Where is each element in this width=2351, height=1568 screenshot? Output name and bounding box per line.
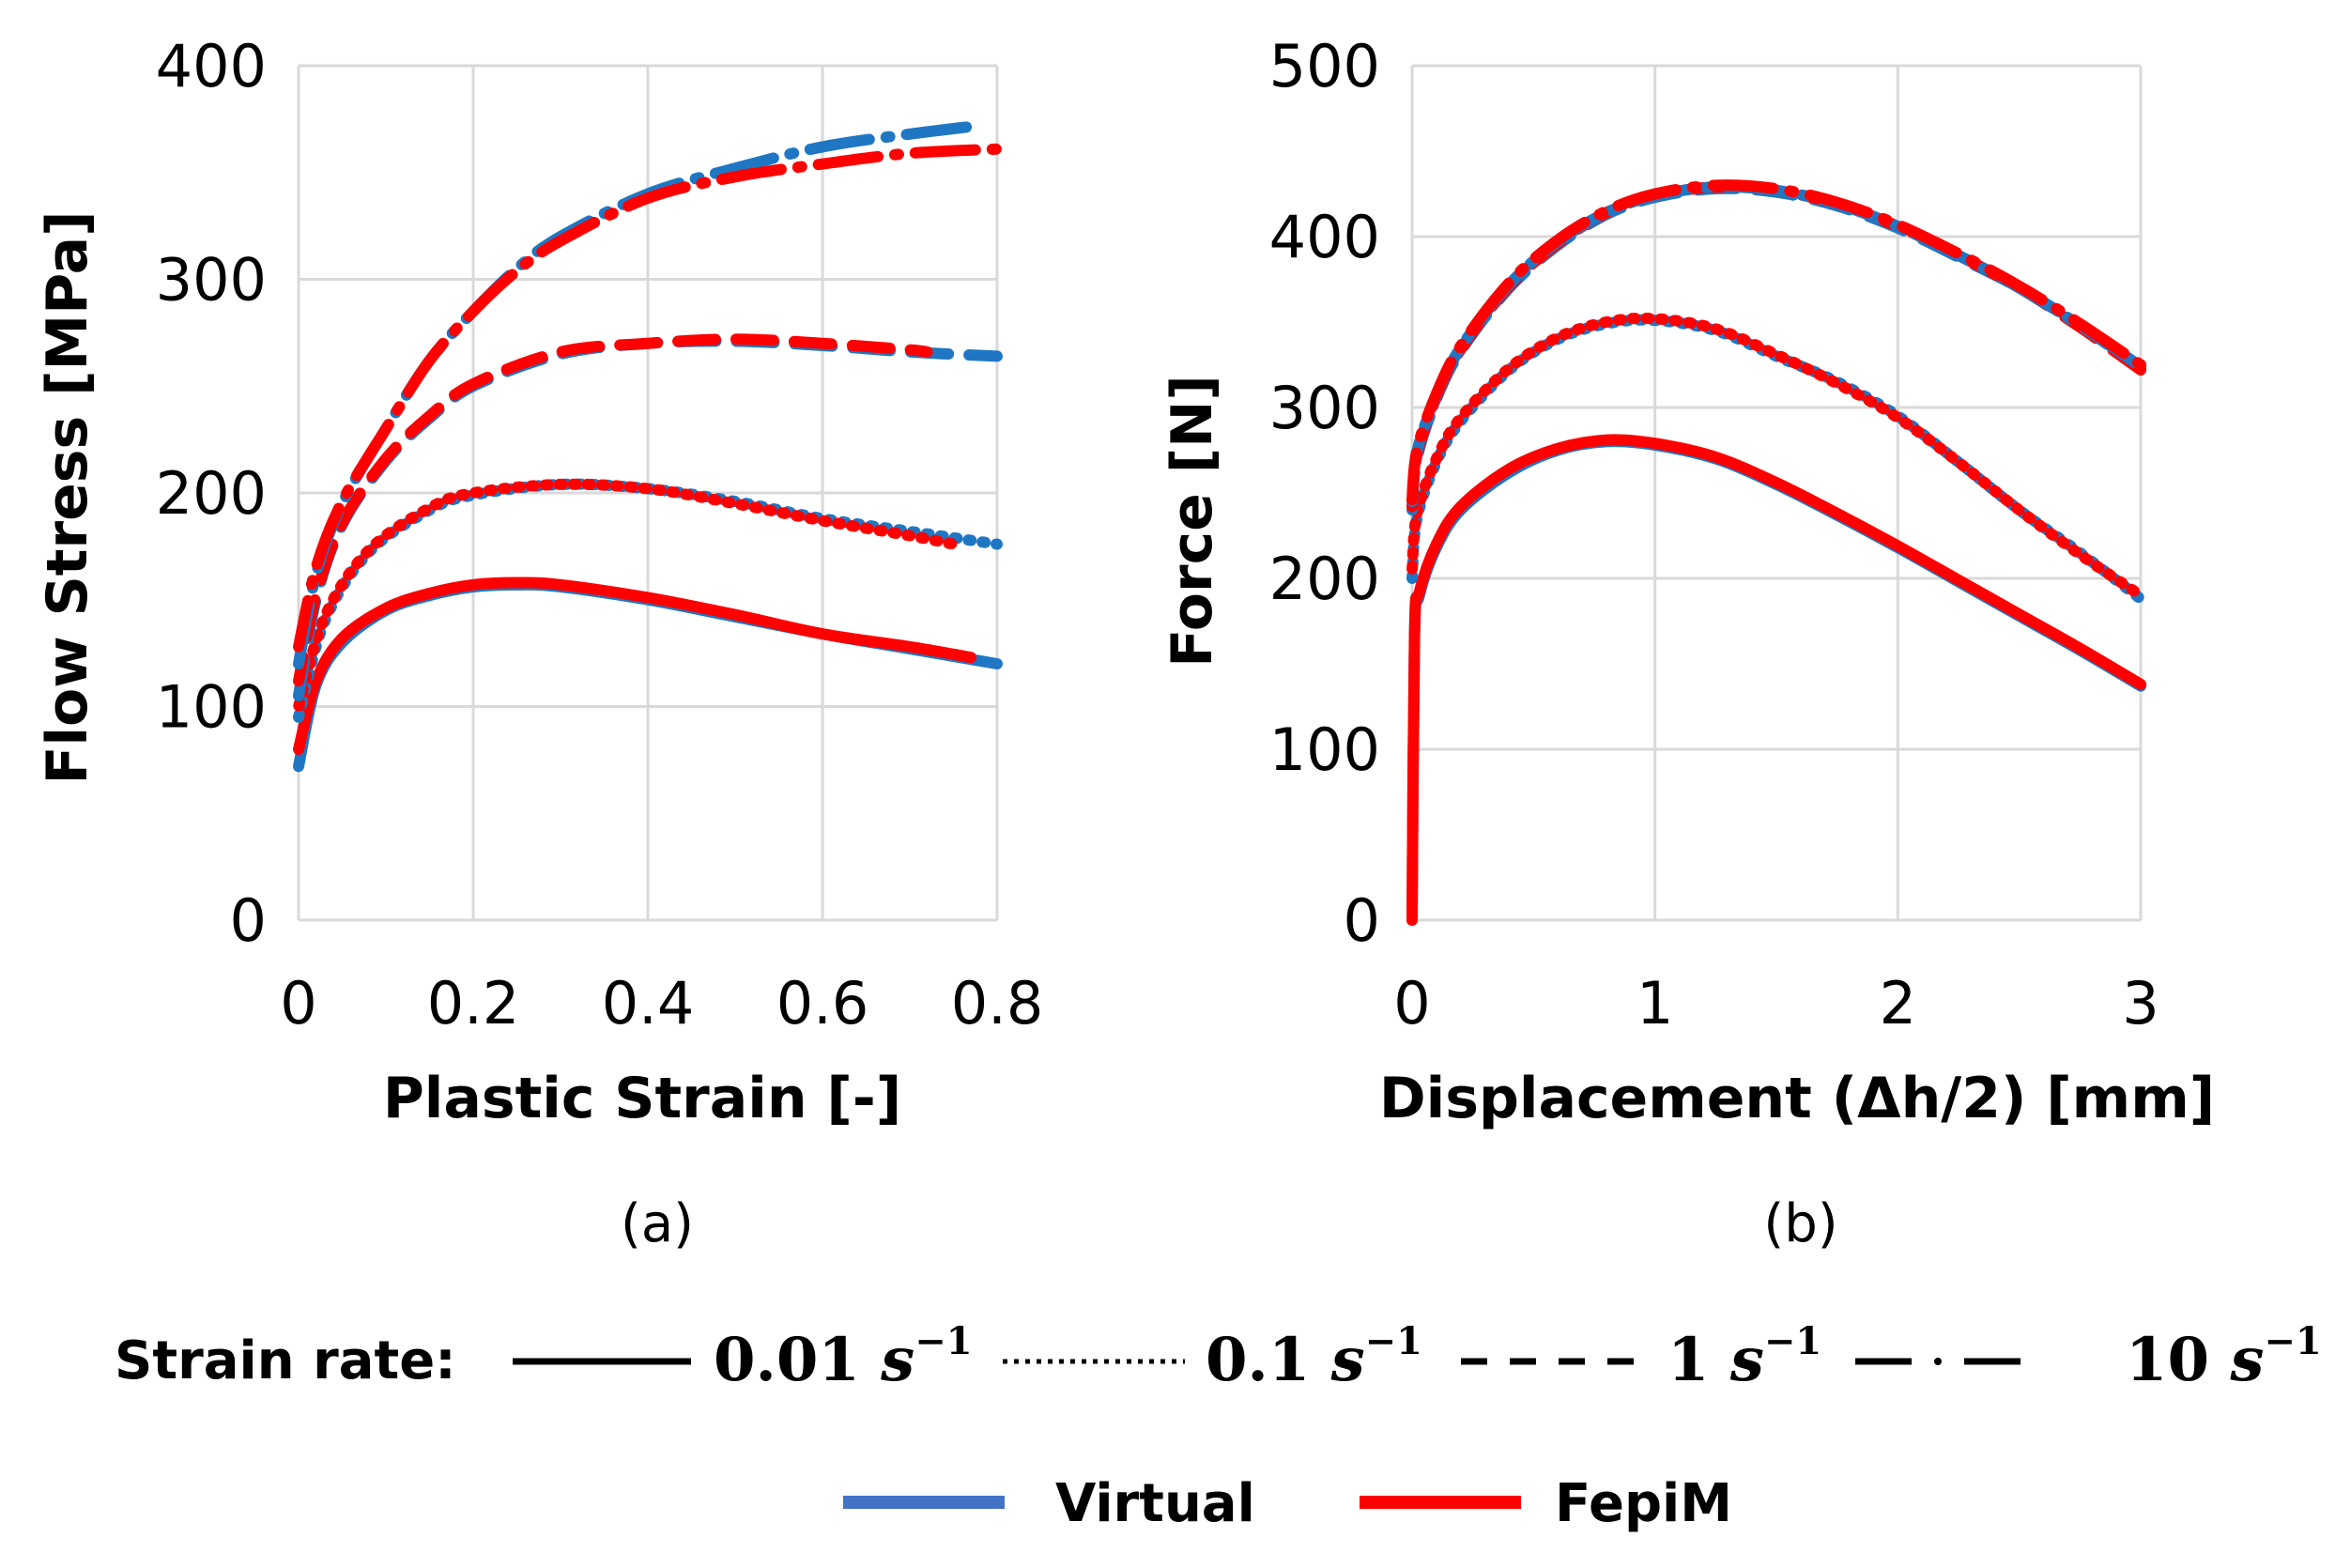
series-fepim-0_01 bbox=[1406, 434, 2146, 926]
legend-rate-1: 1 s−1 bbox=[1667, 1319, 1821, 1395]
series-fepim-10 bbox=[293, 143, 1003, 653]
chart-panel-a: 0 0.2 0.4 0.6 0.8 0 100 200 300 400 Plastic Strai… bbox=[35, 32, 1043, 1254]
series-virtual-10 bbox=[293, 119, 986, 669]
legend-rate-0.1: 0.1 s−1 bbox=[1206, 1319, 1422, 1395]
x-tick-label: 0.4 bbox=[602, 969, 695, 1038]
panel-label-a: (a) bbox=[621, 1193, 694, 1254]
legend-rate-0.01: 0.01 s−1 bbox=[714, 1319, 973, 1395]
series-fepim-0_1 bbox=[293, 478, 960, 713]
series-virtual-10 bbox=[1406, 180, 2146, 508]
y-tick-label: 400 bbox=[1269, 203, 1380, 271]
series-fepim-1 bbox=[293, 333, 933, 687]
x-tick-label: 0.2 bbox=[427, 969, 520, 1038]
panel-label-b: (b) bbox=[1763, 1193, 1837, 1254]
y-tick-label: 0 bbox=[1344, 886, 1380, 955]
y-tick-label: 300 bbox=[1269, 374, 1380, 442]
strain-rate-label: Strain rate: bbox=[115, 1330, 456, 1391]
legend-fepim-label: FepiM bbox=[1555, 1473, 1732, 1534]
x-tick-label: 0 bbox=[1393, 969, 1430, 1038]
x-tick-label: 3 bbox=[2122, 969, 2159, 1038]
x-tick-label: 0.6 bbox=[776, 969, 869, 1038]
x-axis-title-a: Plastic Strain [-] bbox=[383, 1066, 901, 1131]
chart-panel-b: 0 1 2 3 0 100 200 300 400 500 Displacement (Δh/2)… bbox=[1160, 32, 2215, 1254]
x-tick-label: 0 bbox=[280, 969, 316, 1038]
model-legend: Virtual FepiM bbox=[843, 1473, 1732, 1534]
y-axis-title-b: Force [N] bbox=[1160, 375, 1225, 668]
legend-rate-10: 10 s−1 bbox=[2126, 1319, 2322, 1395]
y-tick-label: 100 bbox=[156, 673, 267, 742]
y-tick-label: 300 bbox=[156, 246, 267, 315]
x-tick-label: 2 bbox=[1880, 969, 1916, 1038]
x-tick-label: 1 bbox=[1636, 969, 1673, 1038]
legend-virtual-label: Virtual bbox=[1055, 1473, 1255, 1534]
y-tick-label: 100 bbox=[1269, 715, 1380, 784]
y-tick-label: 400 bbox=[156, 32, 267, 100]
y-tick-label: 500 bbox=[1269, 32, 1380, 100]
legend-dashdot-line bbox=[1855, 1358, 2021, 1365]
y-axis-title-a: Flow Stress [MPa] bbox=[35, 211, 100, 785]
series-fepim-0_01 bbox=[293, 576, 977, 755]
series-fepim-0_1 bbox=[1406, 312, 2146, 602]
strain-rate-legend: Strain rate: 0.01 s−1 0.1 s−1 1 s−1 10 s… bbox=[115, 1319, 2322, 1395]
y-tick-label: 200 bbox=[156, 459, 267, 528]
series-fepim-10 bbox=[1406, 179, 2146, 506]
y-tick-label: 200 bbox=[1269, 545, 1380, 613]
x-tick-label: 0.8 bbox=[951, 969, 1044, 1038]
y-tick-label: 0 bbox=[230, 886, 267, 955]
x-axis-title-b: Displacement (Δh/2) [mm] bbox=[1379, 1066, 2215, 1131]
